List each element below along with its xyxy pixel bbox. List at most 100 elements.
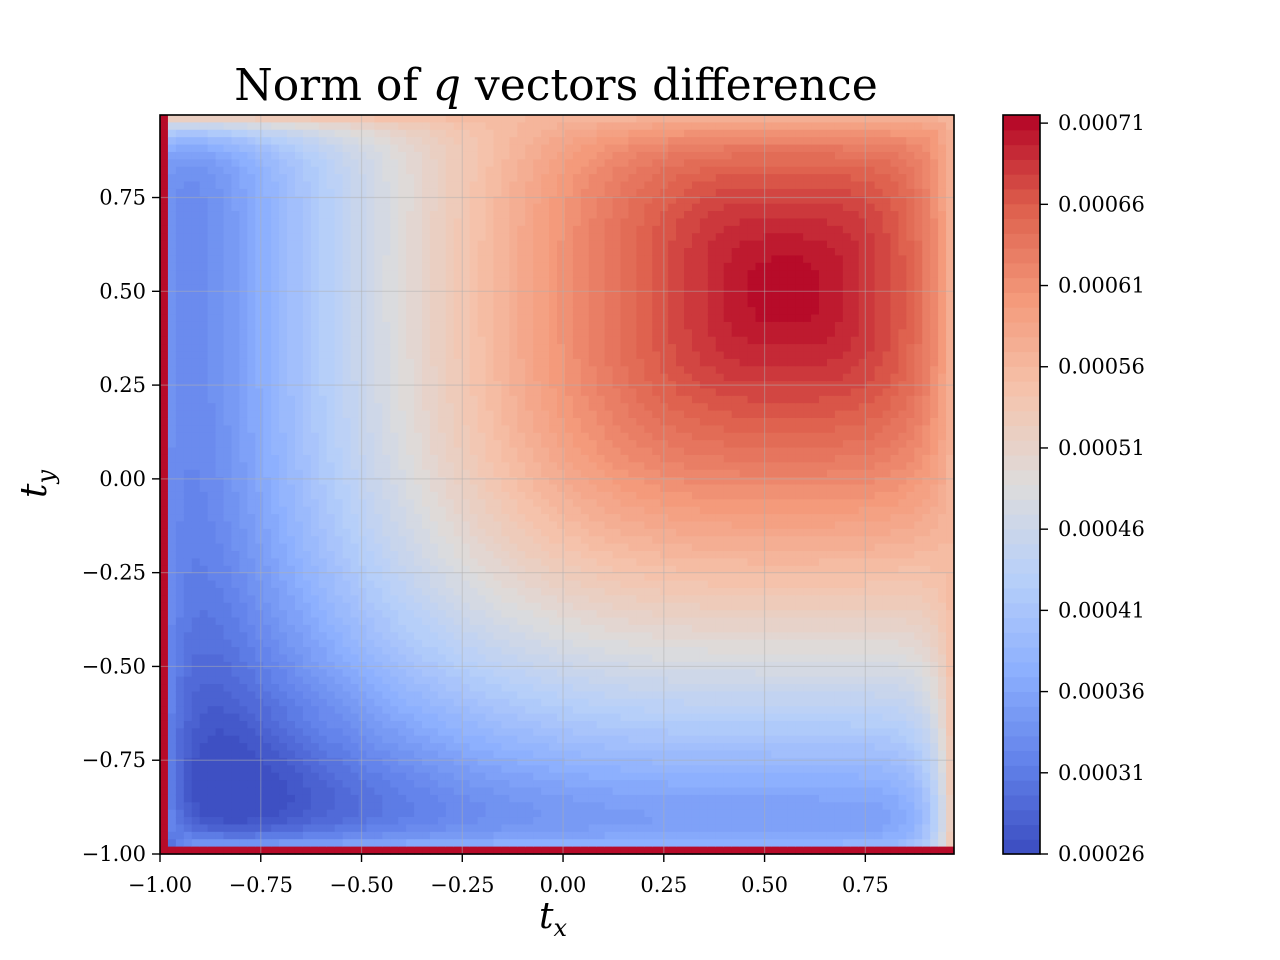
heatmap-cell [429, 410, 439, 419]
heatmap-cell [429, 499, 439, 508]
heatmap-cell [398, 159, 407, 168]
heatmap-cell [414, 551, 423, 559]
heatmap-cell [533, 159, 542, 168]
heatmap-cell [239, 469, 248, 478]
heatmap-cell [429, 573, 439, 582]
heatmap-cell [310, 610, 320, 619]
heatmap-cell [160, 462, 169, 471]
heatmap-cell [247, 462, 256, 471]
heatmap-cell [207, 299, 217, 308]
heatmap-cell [199, 750, 209, 759]
heatmap-cell [429, 639, 439, 648]
heatmap-cell [247, 292, 256, 301]
heatmap-cell [366, 846, 375, 855]
heatmap-cell [390, 610, 399, 619]
heatmap-cell [525, 381, 534, 390]
heatmap-cell [294, 336, 304, 345]
heatmap-cell [310, 491, 320, 500]
heatmap-cell [287, 270, 296, 279]
heatmap-cell [334, 669, 344, 678]
heatmap-cell [485, 772, 495, 781]
heatmap-cell [350, 211, 360, 220]
heatmap-cell [493, 329, 503, 338]
heatmap-cell [390, 780, 399, 789]
heatmap-cell [549, 144, 558, 153]
heatmap-cell [469, 299, 479, 308]
heatmap-cell [469, 780, 479, 789]
heatmap-cell [183, 691, 193, 700]
heatmap-cell [541, 410, 550, 419]
heatmap-cell [437, 780, 447, 789]
heatmap-cell [533, 676, 542, 685]
heatmap-cell [358, 765, 368, 774]
heatmap-cell [326, 543, 336, 552]
heatmap-cell [263, 728, 272, 737]
heatmap-cell [263, 115, 272, 123]
heatmap-cell [207, 654, 217, 663]
heatmap-cell [477, 366, 487, 375]
heatmap-cell [160, 151, 169, 160]
heatmap-cell [326, 676, 336, 685]
heatmap-cell [477, 292, 487, 301]
heatmap-cell [231, 624, 240, 633]
heatmap-cell [294, 587, 304, 596]
heatmap-cell [271, 262, 280, 271]
heatmap-cell [239, 211, 248, 220]
heatmap-cell [382, 218, 391, 227]
heatmap-cell [239, 521, 248, 530]
heatmap-cell [199, 174, 209, 183]
heatmap-cell [485, 669, 495, 678]
heatmap-cell [231, 395, 240, 404]
heatmap-cell [477, 329, 487, 338]
heatmap-cell [271, 211, 280, 220]
heatmap-cell [239, 839, 248, 848]
heatmap-cell [191, 595, 201, 604]
heatmap-cell [422, 381, 431, 390]
heatmap-cell [287, 225, 296, 234]
heatmap-cell [350, 787, 360, 796]
heatmap-cell [334, 277, 344, 286]
heatmap-cell [406, 802, 415, 811]
heatmap-cell [263, 632, 272, 641]
heatmap-cell [429, 284, 439, 293]
heatmap-cell [294, 528, 304, 537]
heatmap-cell [318, 454, 328, 463]
heatmap-cell [255, 706, 264, 715]
heatmap-cell [382, 484, 391, 493]
heatmap-cell [477, 817, 487, 826]
heatmap-cell [461, 558, 471, 567]
heatmap-cell [287, 403, 296, 412]
heatmap-cell [318, 824, 328, 833]
heatmap-cell [437, 624, 447, 633]
heatmap-cell [358, 831, 368, 840]
heatmap-cell [247, 218, 256, 227]
heatmap-cell [326, 846, 336, 855]
heatmap-cell [366, 780, 375, 789]
heatmap-cell [437, 233, 447, 242]
heatmap-cell [549, 684, 558, 693]
heatmap-cell [445, 270, 455, 279]
heatmap-cell [160, 506, 169, 515]
heatmap-cell [533, 403, 542, 412]
heatmap-cell [271, 166, 280, 175]
heatmap-cell [533, 270, 542, 279]
heatmap-cell [191, 137, 201, 146]
heatmap-cell [255, 743, 264, 752]
heatmap-cell [318, 610, 328, 619]
heatmap-cell [429, 824, 439, 833]
heatmap-cell [509, 817, 518, 826]
heatmap-cell [398, 757, 407, 766]
heatmap-cell [160, 750, 169, 759]
heatmap-cell [223, 765, 233, 774]
heatmap-cell [382, 196, 391, 205]
heatmap-cell [517, 417, 526, 426]
heatmap-cell [390, 329, 399, 338]
heatmap-cell [509, 203, 518, 212]
heatmap-cell [414, 484, 423, 493]
heatmap-cell [541, 817, 550, 826]
heatmap-cell [485, 321, 495, 330]
heatmap-cell [239, 218, 248, 227]
heatmap-cell [239, 558, 248, 567]
heatmap-cell [429, 831, 439, 840]
heatmap-cell [342, 794, 352, 803]
